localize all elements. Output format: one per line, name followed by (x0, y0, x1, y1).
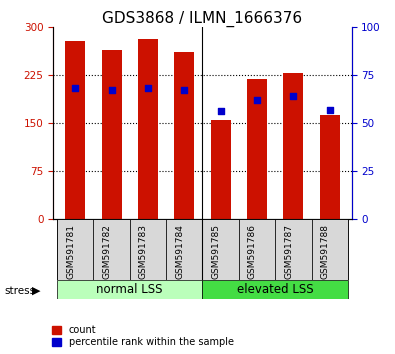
Title: GDS3868 / ILMN_1666376: GDS3868 / ILMN_1666376 (102, 10, 303, 27)
Point (254, 97, 260, 103)
Text: normal LSS: normal LSS (96, 283, 163, 296)
Point (72, 85, 78, 91)
Text: GSM591782: GSM591782 (103, 224, 111, 279)
Bar (102, 50, 122, 219)
Bar (57, 219, 93, 280)
Point (290, 93, 297, 99)
Bar (203, 219, 239, 280)
Point (145, 85, 151, 91)
Bar (65, 41, 85, 219)
Bar (211, 120, 231, 219)
Bar (130, 219, 166, 280)
Bar (93, 219, 130, 280)
Legend: count, percentile rank within the sample: count, percentile rank within the sample (52, 325, 234, 347)
Bar (138, 39, 158, 219)
Text: GSM591783: GSM591783 (139, 224, 148, 279)
Bar (275, 219, 312, 280)
Text: GSM591784: GSM591784 (175, 224, 184, 279)
Bar (203, 280, 348, 299)
Point (108, 87, 115, 93)
Bar (283, 73, 303, 219)
Bar (312, 219, 348, 280)
Point (181, 87, 187, 93)
Text: GSM591785: GSM591785 (212, 224, 221, 279)
Bar (166, 219, 203, 280)
Text: elevated LSS: elevated LSS (237, 283, 314, 296)
Text: ▶: ▶ (32, 286, 41, 296)
Text: stress: stress (4, 286, 35, 296)
Point (218, 109, 224, 114)
Bar (320, 115, 340, 219)
Bar (174, 52, 194, 219)
Bar (247, 79, 267, 219)
Text: GSM591786: GSM591786 (248, 224, 257, 279)
Point (327, 107, 333, 112)
Text: GSM591787: GSM591787 (284, 224, 293, 279)
Text: GSM591781: GSM591781 (66, 224, 75, 279)
Bar (57, 280, 203, 299)
Text: GSM591788: GSM591788 (321, 224, 330, 279)
Bar (239, 219, 275, 280)
